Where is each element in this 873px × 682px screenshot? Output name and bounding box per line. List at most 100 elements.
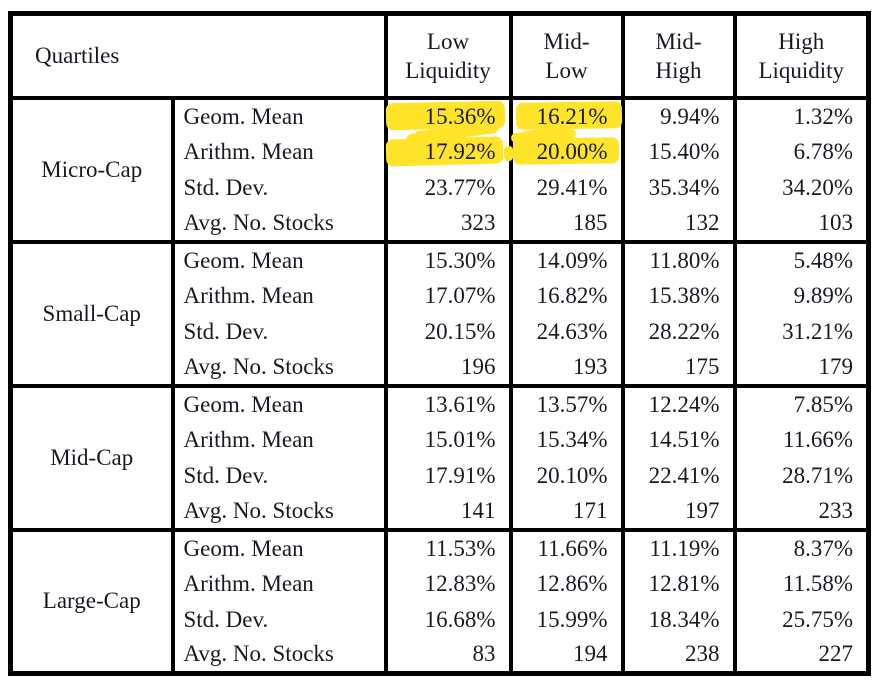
data-cell: 11.19% [620,529,735,566]
column-header-line: Mid- [543,28,590,54]
data-cell: 197 [620,493,735,530]
row-group-label-large-cap: Large-Cap [8,529,173,674]
table-row: Avg. No. Stocks 323 185 132 103 [11,205,869,242]
data-cell: 22.41% [620,457,735,494]
stat-label: Std. Dev. [170,169,386,206]
quartiles-table: Quartiles Low Liquidity Mid- Low Mid- Hi… [8,11,871,676]
data-cell: 18.34% [620,601,735,638]
column-header-line: Liquidity [405,57,491,83]
section-small-cap: Small-Cap Geom. Mean 15.30% 14.09% 11.80… [8,241,869,386]
table-row: Avg. No. Stocks 196 193 175 179 [11,349,869,386]
table-row: Std. Dev. 17.91% 20.10% 22.41% 28.71% [11,457,869,494]
stat-label: Geom. Mean [170,241,386,278]
table-row: Arithm. Mean 17.07% 16.82% 15.38% 9.89% [11,277,869,314]
data-cell: 28.22% [620,313,735,350]
table-row: Arithm. Mean 15.01% 15.34% 14.51% 11.66% [11,421,869,458]
data-cell: 12.24% [620,385,735,422]
data-cell: 11.66% [732,421,869,458]
column-header-mid-low: Mid- Low [508,13,623,98]
table-row: Avg. No. Stocks 141 171 197 233 [11,493,869,530]
data-cell: 11.58% [732,565,869,602]
column-header-low-liquidity: Low Liquidity [383,13,511,98]
column-header-line: Liquidity [758,57,845,83]
data-cell: 5.48% [732,241,869,278]
table-row: Micro-Cap Geom. Mean 15.36% 16.21% 9.94%… [8,97,869,242]
data-cell: 12.83% [383,565,511,602]
section-mid-cap: Mid-Cap Geom. Mean 13.61% 13.57% 12.24% … [8,385,869,530]
stat-label: Avg. No. Stocks [170,205,386,242]
table-row: Small-Cap Geom. Mean 15.30% 14.09% 11.80… [8,241,869,386]
data-cell: 194 [508,637,623,674]
table-row: Avg. No. Stocks 83 194 238 227 [11,637,869,674]
data-cell: 20.10% [508,457,623,494]
data-cell: 196 [383,349,511,386]
data-cell: 323 [383,205,511,242]
data-cell: 141 [383,493,511,530]
highlighter-stroke [503,145,513,161]
data-cell: 185 [508,205,623,242]
stat-label: Geom. Mean [170,385,386,422]
column-header-line: Mid- [655,28,702,54]
data-cell: 20.15% [383,313,511,350]
data-cell: 14.09% [508,241,623,278]
table-row: Arithm. Mean 17.92% 20.00% 15.40% 6.78% [11,121,869,170]
column-header-line: High [655,57,702,83]
data-cell-highlighted: 16.21% [508,97,623,141]
table-row: Std. Dev. 16.68% 15.99% 18.34% 25.75% [11,601,869,638]
data-cell-highlighted: 17.92% [383,121,511,170]
data-cell: 175 [620,349,735,386]
data-cell: 227 [732,637,869,674]
data-cell: 17.91% [383,457,511,494]
data-cell: 35.34% [620,169,735,206]
data-cell-highlighted: 15.36% [383,97,511,143]
data-cell: 193 [508,349,623,386]
stat-label: Avg. No. Stocks [170,493,386,530]
data-cell: 14.51% [620,421,735,458]
data-cell: 6.78% [732,133,869,170]
data-value: 20.00% [536,138,608,164]
data-cell: 132 [620,205,735,242]
data-cell: 34.20% [732,169,869,206]
data-cell: 13.57% [508,385,623,422]
stat-label: Geom. Mean [170,97,386,134]
stat-label: Avg. No. Stocks [170,637,386,674]
data-cell: 15.40% [620,133,735,170]
data-cell: 15.30% [383,241,511,278]
data-cell: 179 [732,349,869,386]
data-cell: 25.75% [732,601,869,638]
column-header-line: High [778,28,825,54]
data-cell: 7.85% [732,385,869,422]
column-header-high-liquidity: High Liquidity [732,13,869,98]
data-cell: 16.82% [508,277,623,314]
table-row: Mid-Cap Geom. Mean 13.61% 13.57% 12.24% … [8,385,869,530]
column-header-mid-high: Mid- High [620,13,735,98]
stat-label: Arithm. Mean [170,565,386,602]
data-cell: 8.37% [732,529,869,566]
data-cell: 24.63% [508,313,623,350]
data-cell: 15.99% [508,601,623,638]
row-group-label-small-cap: Small-Cap [8,241,173,386]
data-cell: 83 [383,637,511,674]
stat-label: Arithm. Mean [170,133,386,170]
data-cell: 23.77% [383,169,511,206]
data-cell: 12.81% [620,565,735,602]
data-value: 15.36% [424,103,496,129]
data-cell: 15.34% [508,421,623,458]
data-cell: 15.38% [620,277,735,314]
data-value: 16.21% [536,103,608,129]
table-row: Std. Dev. 23.77% 29.41% 35.34% 34.20% [11,169,869,206]
corner-header-quartiles: Quartiles [8,13,386,98]
data-cell: 233 [732,493,869,530]
table-row: Large-Cap Geom. Mean 11.53% 11.66% 11.19… [8,529,869,674]
column-header-line: Low [545,57,588,83]
stat-label: Std. Dev. [170,601,386,638]
stat-label: Std. Dev. [170,457,386,494]
header-row: Quartiles Low Liquidity Mid- Low Mid- Hi… [8,13,869,98]
data-cell: 171 [508,493,623,530]
stat-label: Arithm. Mean [170,421,386,458]
row-group-label-micro-cap: Micro-Cap [8,97,173,242]
data-cell: 17.07% [383,277,511,314]
table-row: Std. Dev. 20.15% 24.63% 28.22% 31.21% [11,313,869,350]
data-cell: 15.01% [383,421,511,458]
section-micro-cap: Micro-Cap Geom. Mean 15.36% 16.21% 9.94%… [8,97,869,242]
